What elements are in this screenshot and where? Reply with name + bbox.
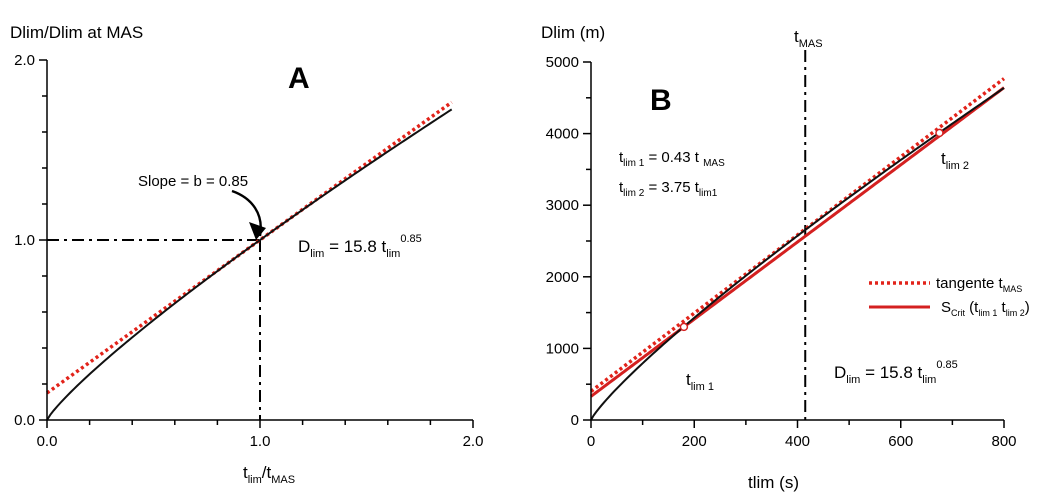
panel-a-x-tick-label: 0.0 — [37, 433, 58, 450]
legend-scrit-label: SCrit (tlim 1 tlim 2) — [941, 299, 1030, 318]
panel-b-y-tick-label: 3000 — [546, 197, 579, 214]
panel-b-note-1: tlim 1 = 0.43 t MAS — [619, 149, 725, 169]
panel-a-x-tick-label: 2.0 — [463, 433, 484, 450]
panel-a-slope-arrowhead — [249, 222, 266, 240]
panel-b-y-tick-label: 0 — [571, 412, 579, 429]
panel-b-equation: Dlim = 15.8 tlim0.85 — [834, 359, 958, 386]
panel-b: Dlim (m) B tMAS 0 200 400 600 800 0 1000 2000 30… — [541, 23, 1030, 492]
panel-a-power-curve — [46, 108, 453, 421]
panel-a-slope-label: Slope = b = 0.85 — [138, 173, 248, 190]
panel-a: Dlim/Dlim at MAS A 0.0 1.0 2.0 0.0 1.0 2.0 Sl… — [10, 23, 483, 486]
panel-b-y-tick-label: 1000 — [546, 340, 579, 357]
panel-b-x-tick-label: 800 — [991, 433, 1016, 450]
panel-b-marker-2 — [935, 128, 944, 138]
panel-b-point-label-1: tlim 1 — [686, 370, 714, 393]
panel-b-x-tick-label: 600 — [888, 433, 913, 450]
panel-b-legend: tangente tMAS SCrit (tlim 1 tlim 2) — [869, 275, 1030, 318]
panel-b-letter: B — [650, 84, 672, 117]
panel-b-x-tick-label: 400 — [785, 433, 810, 450]
panel-b-point-label-2: tlim 2 — [941, 149, 969, 172]
panel-b-y-tick-label: 4000 — [546, 126, 579, 143]
panel-a-equation: Dlim = 15.8 tlim0.85 — [298, 233, 422, 260]
panel-a-tangent-line — [45, 100, 453, 395]
panel-b-ticks: 0 200 400 600 800 0 1000 2000 3000 4000 5000 — [546, 54, 1017, 450]
panel-a-ticks: 0.0 1.0 2.0 0.0 1.0 2.0 — [14, 52, 483, 450]
panel-a-y-tick-label: 2.0 — [14, 52, 35, 69]
panel-a-series — [45, 100, 453, 421]
panel-b-power-curve — [590, 87, 1005, 421]
panel-b-y-tick-label: 5000 — [546, 54, 579, 71]
panel-a-x-tick-label: 1.0 — [250, 433, 271, 450]
panel-b-note-2: tlim 2 = 3.75 tlim1 — [619, 179, 718, 199]
panel-a-y-tick-label: 1.0 — [14, 232, 35, 249]
panel-a-reference-lines — [47, 239, 261, 420]
panel-a-xlabel: tlim/tMAS — [243, 463, 295, 486]
panel-b-x-tick-label: 200 — [682, 433, 707, 450]
panel-b-tmas-label: tMAS — [794, 27, 823, 50]
panel-a-y-tick-label: 0.0 — [14, 412, 35, 429]
panel-b-series — [589, 77, 1006, 421]
legend-tangente-label: tangente tMAS — [936, 275, 1022, 294]
panel-b-y-tick-label: 2000 — [546, 269, 579, 286]
panel-b-ylabel: Dlim (m) — [541, 23, 605, 42]
panel-b-scrit-line — [590, 86, 1005, 398]
panel-b-x-tick-label: 0 — [587, 433, 595, 450]
panel-b-marker-1 — [679, 322, 689, 332]
panel-a-letter: A — [288, 62, 310, 95]
panel-a-ylabel: Dlim/Dlim at MAS — [10, 23, 143, 42]
panel-b-xlabel: tlim (s) — [748, 473, 799, 492]
